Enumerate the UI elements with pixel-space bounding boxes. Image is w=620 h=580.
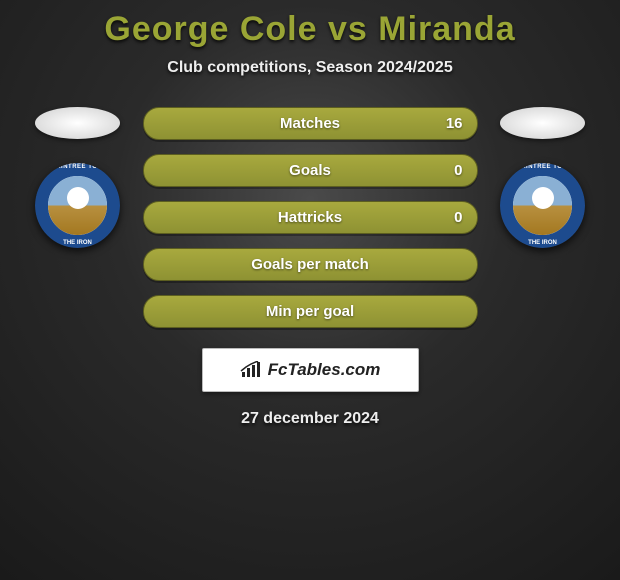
player-oval-left — [35, 107, 120, 139]
badge-text: BRAINTREE TOWN — [500, 164, 585, 170]
left-column: BRAINTREE TOWN THE IRON — [33, 107, 123, 248]
subtitle: Club competitions, Season 2024/2025 — [0, 59, 620, 77]
stat-label: Goals — [289, 162, 331, 179]
bar-chart-icon — [240, 361, 262, 379]
stats-card: George Cole vs Miranda Club competitions… — [0, 0, 620, 428]
badge-text: THE IRON — [35, 240, 120, 246]
stat-value: 0 — [454, 162, 462, 179]
snapshot-date: 27 december 2024 — [0, 410, 620, 428]
main-row: BRAINTREE TOWN THE IRON Matches 16 Goals… — [0, 107, 620, 328]
stats-pills: Matches 16 Goals 0 Hattricks 0 Goals per… — [143, 107, 478, 328]
stat-value: 16 — [446, 115, 463, 132]
page-title: George Cole vs Miranda — [0, 0, 620, 49]
badge-text: BRAINTREE TOWN — [35, 164, 120, 170]
stat-label: Matches — [280, 115, 340, 132]
stat-pill-goals-per-match: Goals per match — [143, 248, 478, 281]
brand-logo-box[interactable]: FcTables.com — [202, 348, 419, 392]
badge-text: THE IRON — [500, 240, 585, 246]
club-badge-right: BRAINTREE TOWN THE IRON — [500, 163, 585, 248]
brand-text: FcTables.com — [268, 360, 381, 380]
stat-value: 0 — [454, 209, 462, 226]
stat-label: Min per goal — [266, 303, 354, 320]
stat-label: Hattricks — [278, 209, 342, 226]
club-badge-left: BRAINTREE TOWN THE IRON — [35, 163, 120, 248]
stat-pill-matches: Matches 16 — [143, 107, 478, 140]
stat-pill-goals: Goals 0 — [143, 154, 478, 187]
player-oval-right — [500, 107, 585, 139]
stat-label: Goals per match — [251, 256, 369, 273]
stat-pill-min-per-goal: Min per goal — [143, 295, 478, 328]
right-column: BRAINTREE TOWN THE IRON — [498, 107, 588, 248]
stat-pill-hattricks: Hattricks 0 — [143, 201, 478, 234]
